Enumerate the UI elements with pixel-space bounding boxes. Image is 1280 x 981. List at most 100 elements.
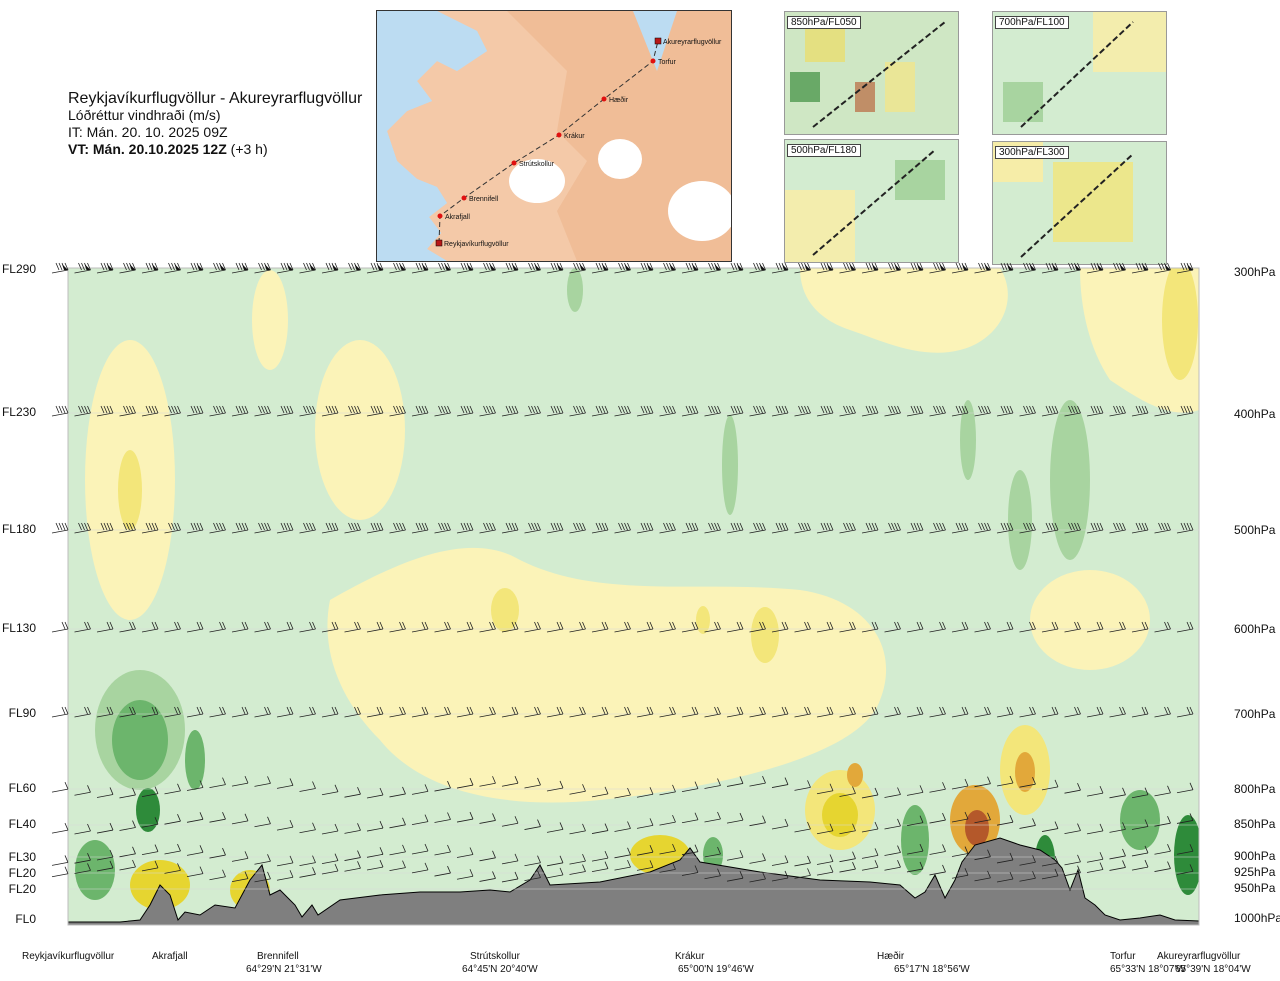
wind-barb xyxy=(816,823,834,835)
wind-barb xyxy=(704,706,721,718)
wind-barb xyxy=(974,776,991,788)
wind-barb xyxy=(389,522,406,534)
wind-barb xyxy=(164,843,181,855)
wind-barb xyxy=(906,621,924,633)
wind-barb xyxy=(929,621,946,633)
wind-barb xyxy=(411,706,429,718)
wind-barb xyxy=(659,784,676,796)
wind-barb xyxy=(974,405,991,417)
wind-barb xyxy=(456,869,474,880)
wind-barb xyxy=(681,706,699,718)
wind-barb xyxy=(1154,405,1171,417)
wind-barb xyxy=(794,405,811,417)
wind-barb xyxy=(749,405,766,417)
wind-barb xyxy=(704,846,721,858)
sea-shape xyxy=(377,11,487,261)
wind-barb xyxy=(704,405,721,417)
wind-barb xyxy=(1019,818,1036,829)
hpa-label-3: 600hPa xyxy=(1234,622,1276,636)
wind-barb xyxy=(411,621,429,633)
wind-barb xyxy=(1176,405,1194,417)
wind-barb xyxy=(366,706,384,718)
wind-barb xyxy=(636,522,654,534)
title-block: Reykjavíkurflugvöllur - Akureyrarflugvöl… xyxy=(68,90,362,158)
wind-barb xyxy=(816,621,834,633)
wind-barb xyxy=(186,522,204,534)
wind-barb xyxy=(749,815,766,827)
wind-barb xyxy=(749,871,766,883)
wind-barb xyxy=(231,851,249,862)
wind-barb xyxy=(704,778,721,789)
hpa-label-10: 1000hPa xyxy=(1234,911,1280,925)
wind-barb xyxy=(996,871,1014,883)
wind-barb xyxy=(1131,621,1149,633)
wind-barb xyxy=(501,871,519,883)
wind-barb xyxy=(839,861,856,873)
wind-barb xyxy=(861,621,879,633)
wind-barb xyxy=(411,784,429,795)
wind-barb xyxy=(231,706,249,718)
wind-barb xyxy=(1064,783,1081,794)
wind-barbs xyxy=(51,262,1194,883)
wind-barb xyxy=(1109,860,1126,871)
wind-barb xyxy=(501,706,519,718)
wind-barb xyxy=(141,621,159,633)
wind-barb xyxy=(254,262,271,274)
wind-barb xyxy=(569,262,586,274)
wind-barb xyxy=(209,812,226,823)
wind-barb xyxy=(321,784,339,796)
wind-barb xyxy=(434,522,451,534)
wind-barb xyxy=(1041,855,1059,867)
wind-barb xyxy=(951,262,969,274)
wind-barb xyxy=(929,782,946,793)
wind-barb xyxy=(591,823,609,834)
wind-barb xyxy=(659,405,676,417)
wind-barb xyxy=(366,847,384,858)
wind-barb xyxy=(636,818,654,829)
hpa-label-9: 950hPa xyxy=(1234,881,1276,895)
hpa-label-4: 700hPa xyxy=(1234,707,1276,721)
wind-barb xyxy=(1086,522,1104,534)
wind-barb xyxy=(1154,861,1171,872)
wind-barb xyxy=(771,777,789,788)
mini-map-500-svg xyxy=(785,140,958,262)
wind-barb xyxy=(681,262,699,274)
hpa-label-0: 300hPa xyxy=(1234,265,1276,279)
wind-barb xyxy=(479,813,496,824)
wind-barb xyxy=(704,811,721,823)
wind-barb xyxy=(209,262,226,274)
wind-barb xyxy=(884,262,901,274)
wind-barb xyxy=(861,848,879,859)
mini-map-700-svg xyxy=(993,12,1166,134)
wind-barb xyxy=(501,621,519,633)
wind-barb xyxy=(681,405,699,417)
wind-barb xyxy=(681,781,699,793)
route-point-1 xyxy=(437,213,443,219)
wind-barb xyxy=(794,706,811,718)
wind-barb xyxy=(299,262,316,274)
wind-barb xyxy=(1176,864,1194,875)
wind-barb xyxy=(1154,816,1171,827)
wind-barb xyxy=(1176,621,1194,633)
wind-barb xyxy=(726,850,744,861)
wind-barb xyxy=(1086,823,1104,835)
wind-barb xyxy=(884,405,901,417)
route-map-svg: Reykjavíkurflugvöllur Akrafjall Brennifell… xyxy=(377,11,731,261)
wind-barb xyxy=(974,262,991,274)
wind-barb xyxy=(389,786,406,798)
mini-map-500: 500hPa/FL180 xyxy=(784,139,959,263)
wind-barb xyxy=(119,820,136,831)
wind-barb xyxy=(974,849,991,861)
wind-barb xyxy=(119,706,136,718)
wind-barb xyxy=(524,706,541,718)
wind-barb xyxy=(1086,706,1104,718)
wind-barb xyxy=(681,621,699,633)
wind-barb xyxy=(951,405,969,417)
chart-subtitle: Lóðréttur vindhraði (m/s) xyxy=(68,107,221,123)
wind-barb xyxy=(1086,262,1104,274)
wind-barb xyxy=(749,262,766,274)
wind-barb xyxy=(344,262,361,274)
wind-barb xyxy=(726,262,744,274)
hpa-label-6: 850hPa xyxy=(1234,817,1276,831)
location-name-1: Akrafjall xyxy=(152,951,188,962)
